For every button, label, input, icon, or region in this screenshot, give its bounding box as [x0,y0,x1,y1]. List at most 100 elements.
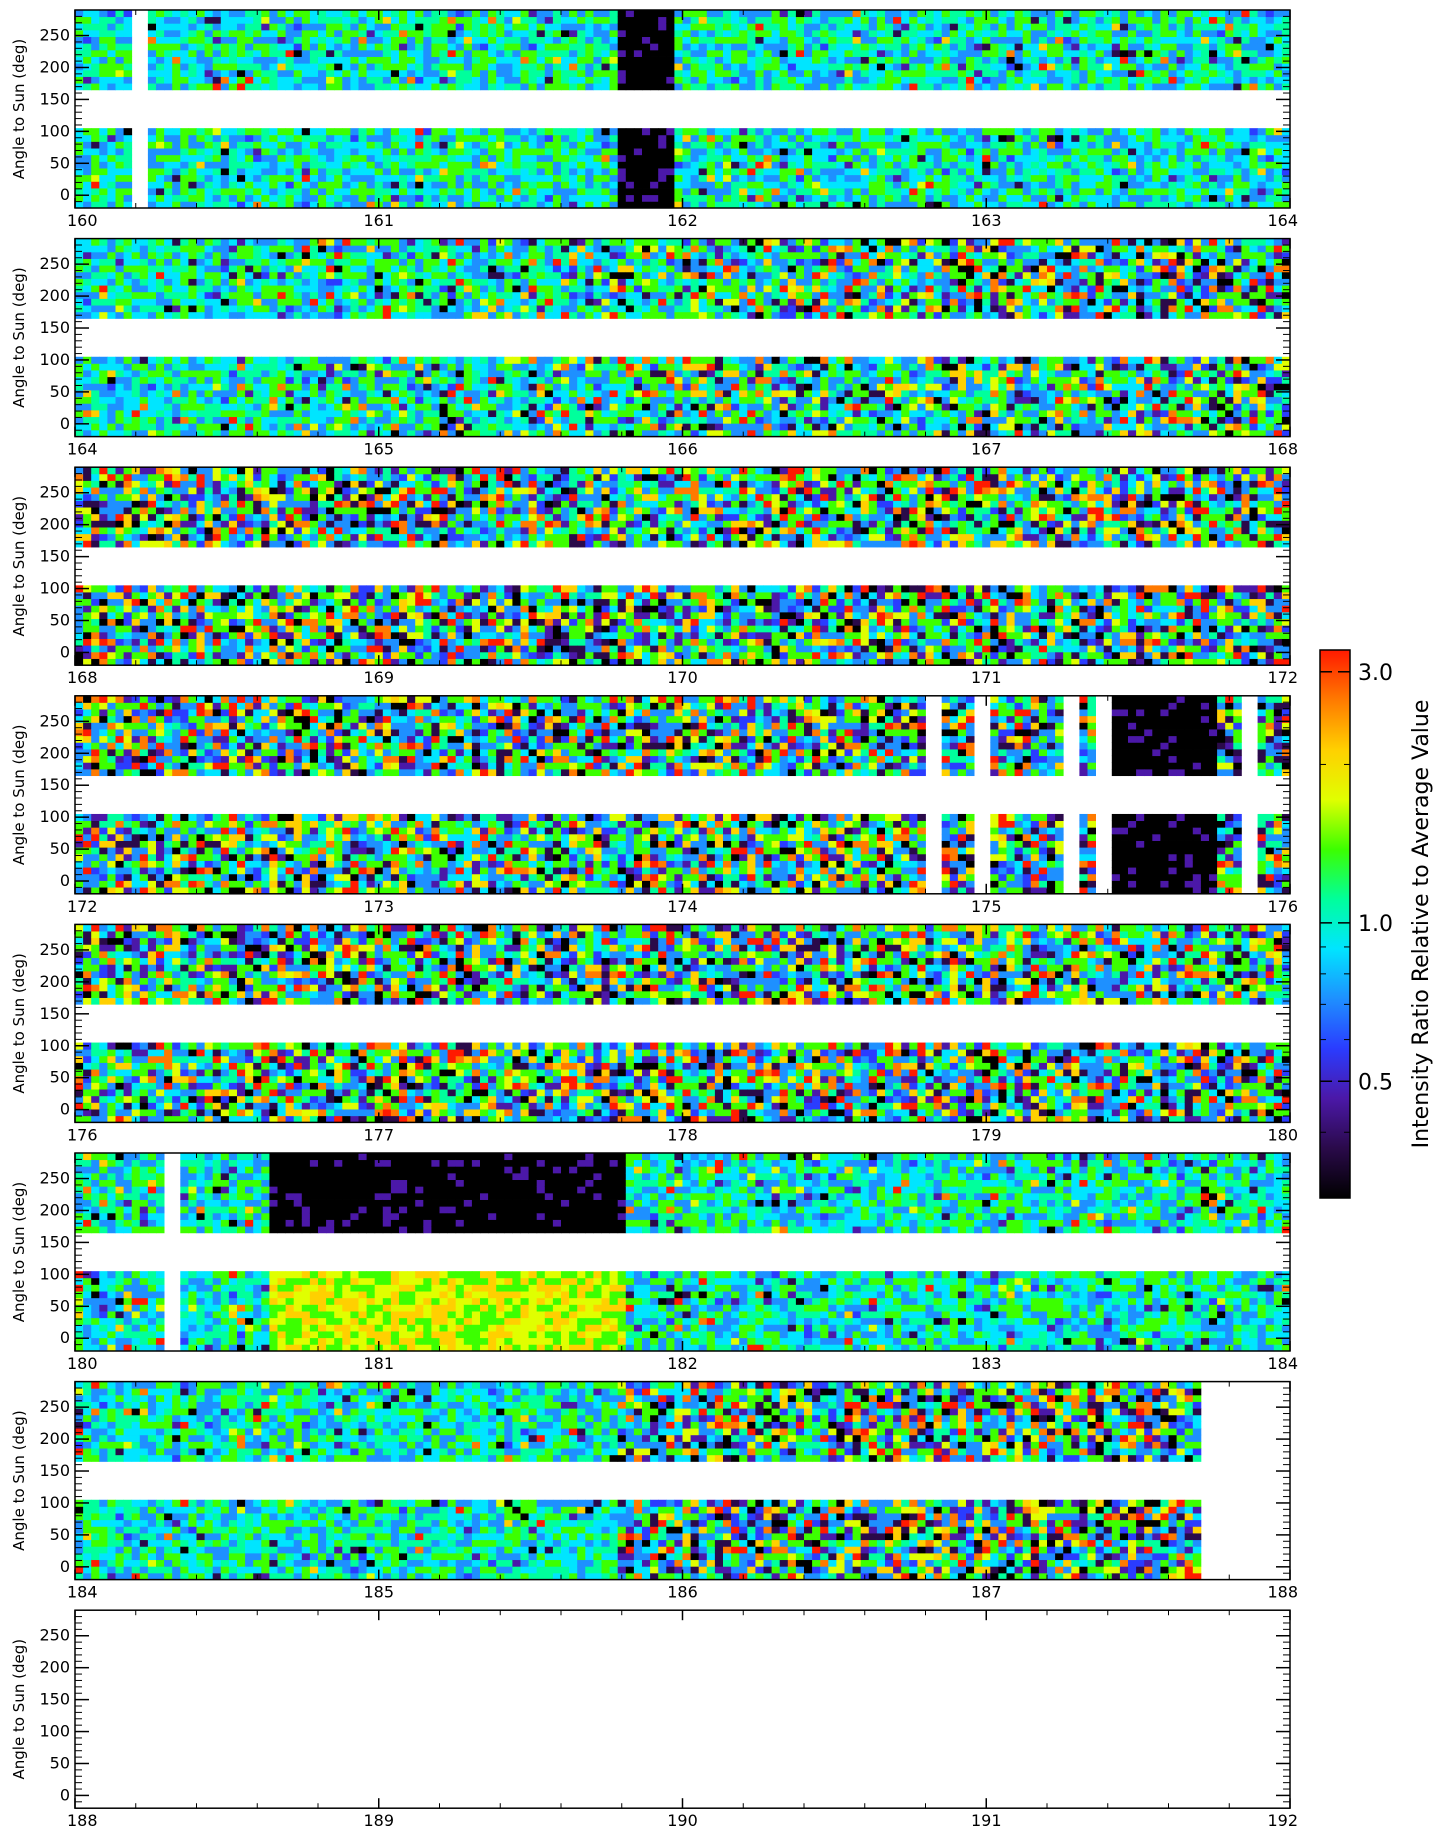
heatmap-cell [237,390,246,398]
heatmap-cell [172,245,181,253]
heatmap-cell [334,43,343,51]
heatmap-cell [399,265,408,273]
heatmap-cell [220,23,230,31]
heatmap-cell [901,161,910,169]
heatmap-cell [893,174,902,182]
heatmap-cell [431,181,440,189]
heatmap-cell [674,128,683,136]
heatmap-cell [585,23,594,31]
heatmap-cell [723,134,732,142]
heatmap-cell [228,285,238,293]
heatmap-cell [723,161,732,169]
heatmap-cell [593,63,602,71]
heatmap-cell [431,134,440,142]
heatmap-cell [269,416,278,424]
heatmap-cell [1160,83,1169,91]
heatmap-cell [504,16,513,24]
heatmap-cell [455,238,465,246]
heatmap-cell [625,49,635,57]
heatmap-cell [99,298,108,306]
heatmap-cell [1095,168,1105,176]
heatmap-cell [690,148,700,156]
heatmap-cell [957,174,967,182]
heatmap-cell [698,154,708,162]
heatmap-cell [334,245,343,253]
heatmap-cell [1055,16,1064,24]
heatmap-cell [569,10,578,18]
heatmap-cell [795,168,805,176]
heatmap-cell [431,168,440,176]
heatmap-cell [285,311,295,319]
heatmap-cell [212,43,222,51]
heatmap-cell [253,174,262,182]
heatmap-cell [1184,16,1194,24]
heatmap-cell [593,201,602,209]
heatmap-cell [1119,49,1129,57]
heatmap-cell [188,69,197,77]
heatmap-cell [1168,56,1177,64]
heatmap-cell [1063,43,1072,51]
heatmap-cell [512,429,521,437]
heatmap-cell [974,56,983,64]
heatmap-cell [212,383,222,391]
heatmap-cell [949,63,959,71]
heatmap-cell [423,201,432,209]
heatmap-cell [795,76,805,84]
heatmap-cell [852,83,862,91]
heatmap-cell [293,423,303,431]
heatmap-cell [107,76,116,84]
heatmap-cell [561,76,570,84]
heatmap-cell [115,29,124,38]
heatmap-cell [188,363,197,371]
heatmap-cell [1217,29,1226,38]
heatmap-cell [455,291,465,299]
heatmap-cell [447,416,457,424]
heatmap-cell [228,409,238,418]
heatmap-cell [763,36,772,44]
heatmap-cell [156,10,165,18]
heatmap-cell [366,161,376,169]
heatmap-cell [496,188,505,196]
heatmap-cell [1047,174,1056,182]
heatmap-cell [415,265,424,273]
heatmap-cell [301,251,311,259]
heatmap-cell [366,29,376,38]
heatmap-cell [1281,36,1291,44]
heatmap-cell [180,141,189,149]
heatmap-cell [804,141,813,149]
heatmap-cell [917,63,926,71]
heatmap-cell [91,76,100,84]
heatmap-cell [358,29,367,38]
heatmap-cell [1006,63,1015,71]
heatmap-cell [212,363,222,371]
heatmap-cell [228,134,238,142]
heatmap-cell [1184,29,1194,38]
heatmap-cell [779,49,789,57]
heatmap-cell [439,363,448,371]
heatmap-cell [1152,134,1161,142]
heatmap-cell [609,56,619,64]
heatmap-cell [1128,128,1137,136]
heatmap-cell [334,311,343,319]
heatmap-cell [876,201,886,209]
heatmap-cell [220,265,230,273]
heatmap-cell [156,396,165,404]
heatmap-cell [318,291,327,299]
heatmap-cell [212,258,222,266]
heatmap-cell [204,154,214,162]
heatmap-cell [212,161,222,169]
heatmap-cell [585,181,594,189]
heatmap-cell [941,29,951,38]
heatmap-cell [293,416,303,424]
heatmap-cell [431,429,440,437]
heatmap-cell [1087,10,1096,18]
heatmap-cell [309,161,319,169]
heatmap-cell [156,305,165,313]
heatmap-cell [496,271,505,279]
heatmap-cell [747,188,756,196]
heatmap-cell [399,396,408,404]
heatmap-cell [1233,23,1242,31]
heatmap-cell [253,278,262,286]
heatmap-cell [342,271,351,279]
heatmap-cell [658,134,667,142]
